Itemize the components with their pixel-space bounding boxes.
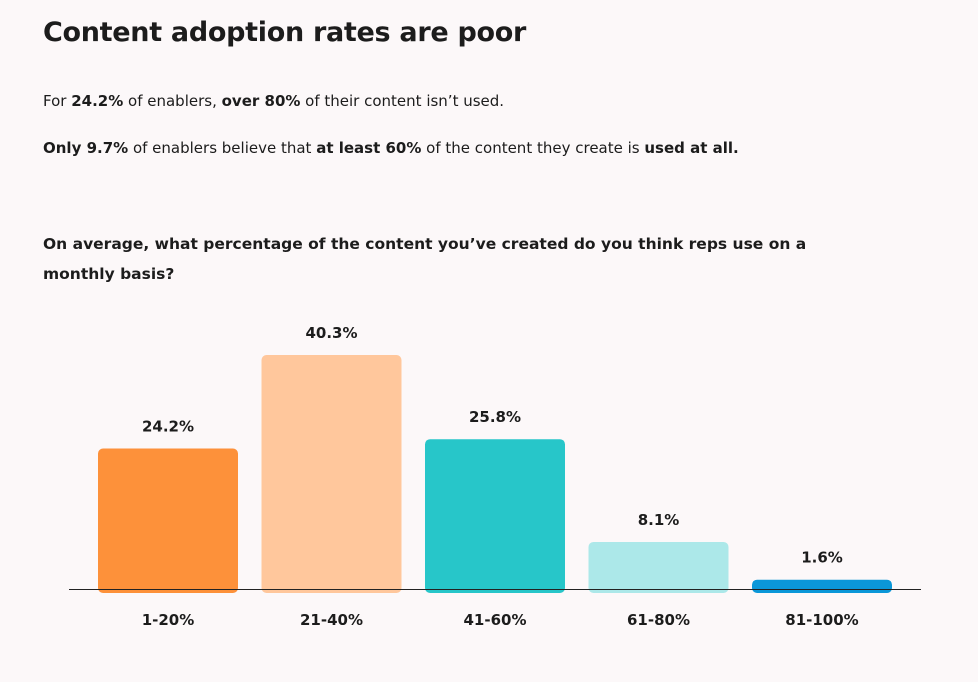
survey-question: On average, what percentage of the conte… (43, 235, 807, 283)
p1-bold-2: over 80% (221, 92, 301, 110)
category-label: 21-40% (300, 611, 363, 629)
bar-value-label: 1.6% (801, 549, 843, 567)
p2-text-1: of enablers believe that (128, 139, 317, 157)
bar-41-60% (425, 439, 565, 593)
bar-21-40% (261, 355, 402, 593)
p1-text-3: of their content isn’t used. (300, 92, 505, 110)
bar-chart: 24.2% 1-20% 40.3% 21-40% 25.8% 41-60% 8.1% 61-8… (69, 324, 921, 629)
stat-paragraph-2: Only 9.7% of enablers believe that at le… (43, 139, 739, 157)
p1-text-2: of enablers, (123, 92, 222, 110)
p2-bold-3: used at all. (644, 139, 739, 157)
page-title: Content adoption rates are poor (43, 17, 527, 48)
category-label: 61-80% (627, 611, 690, 629)
stat-paragraph-1: For 24.2% of enablers, over 80% of their… (43, 92, 504, 110)
bar-61-80% (588, 541, 729, 593)
p1-bold-1: 24.2% (71, 92, 124, 110)
bar-value-label: 8.1% (638, 511, 680, 529)
category-label: 1-20% (142, 611, 195, 629)
bar-81-100% (752, 579, 892, 593)
category-label: 41-60% (463, 611, 526, 629)
p1-text-1: For (43, 92, 72, 110)
bar-value-label: 25.8% (469, 408, 521, 426)
p2-bold-1: Only 9.7% (43, 139, 129, 157)
p2-text-2: of the content they create is (421, 139, 645, 157)
bar-1-20% (98, 448, 238, 593)
category-label: 81-100% (785, 611, 858, 629)
bar-value-label: 40.3% (305, 324, 357, 342)
bar-value-label: 24.2% (142, 417, 194, 435)
p2-bold-2: at least 60% (316, 139, 422, 157)
